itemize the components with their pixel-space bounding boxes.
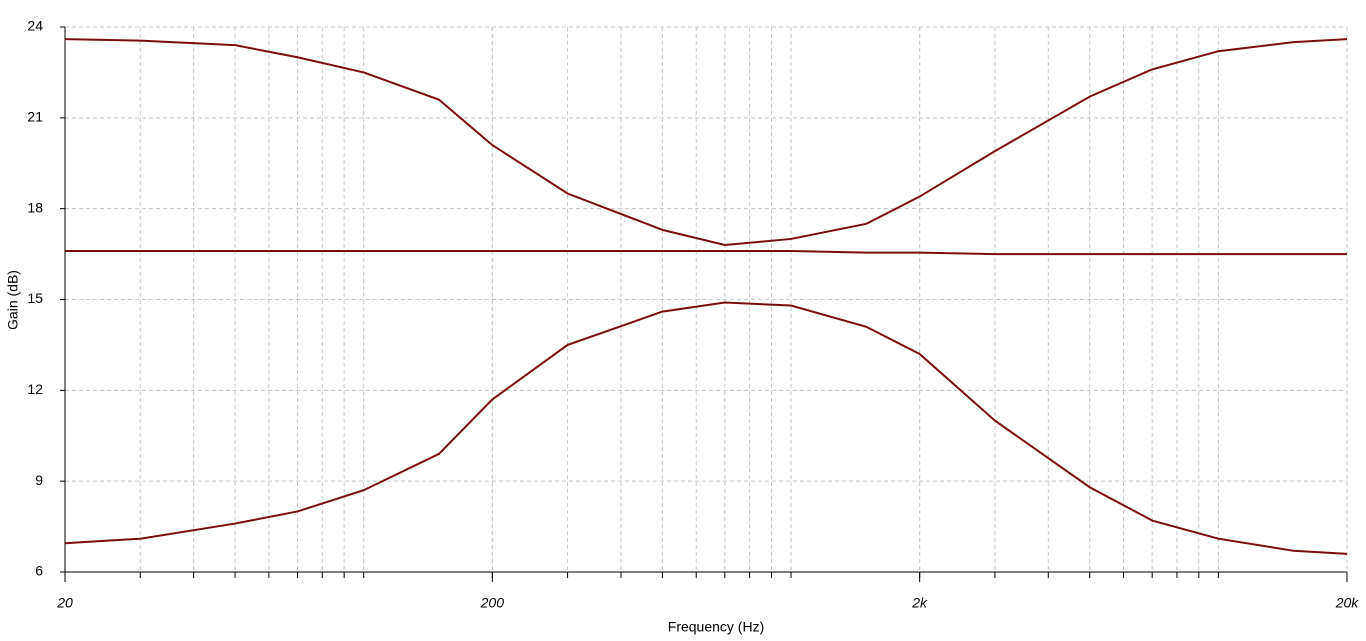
y-tick-label: 9 xyxy=(35,472,43,488)
x-axis-label: Frequency (Hz) xyxy=(668,619,764,635)
x-tick-label: 2k xyxy=(911,595,928,611)
x-tick-label: 200 xyxy=(480,595,505,611)
y-tick-label: 21 xyxy=(27,109,43,125)
x-tick-label: 20 xyxy=(56,595,73,611)
y-tick-label: 12 xyxy=(27,381,43,397)
series-line xyxy=(64,301,1348,555)
series-line xyxy=(64,38,1348,247)
y-tick-label: 18 xyxy=(27,199,43,215)
series-line xyxy=(65,250,1347,256)
x-tick-label: 20k xyxy=(1335,595,1360,611)
y-tick-label: 6 xyxy=(35,563,43,579)
y-axis-label: Gain (dB) xyxy=(5,270,21,330)
y-tick-label: 24 xyxy=(27,18,43,34)
y-tick-label: 15 xyxy=(27,290,43,306)
